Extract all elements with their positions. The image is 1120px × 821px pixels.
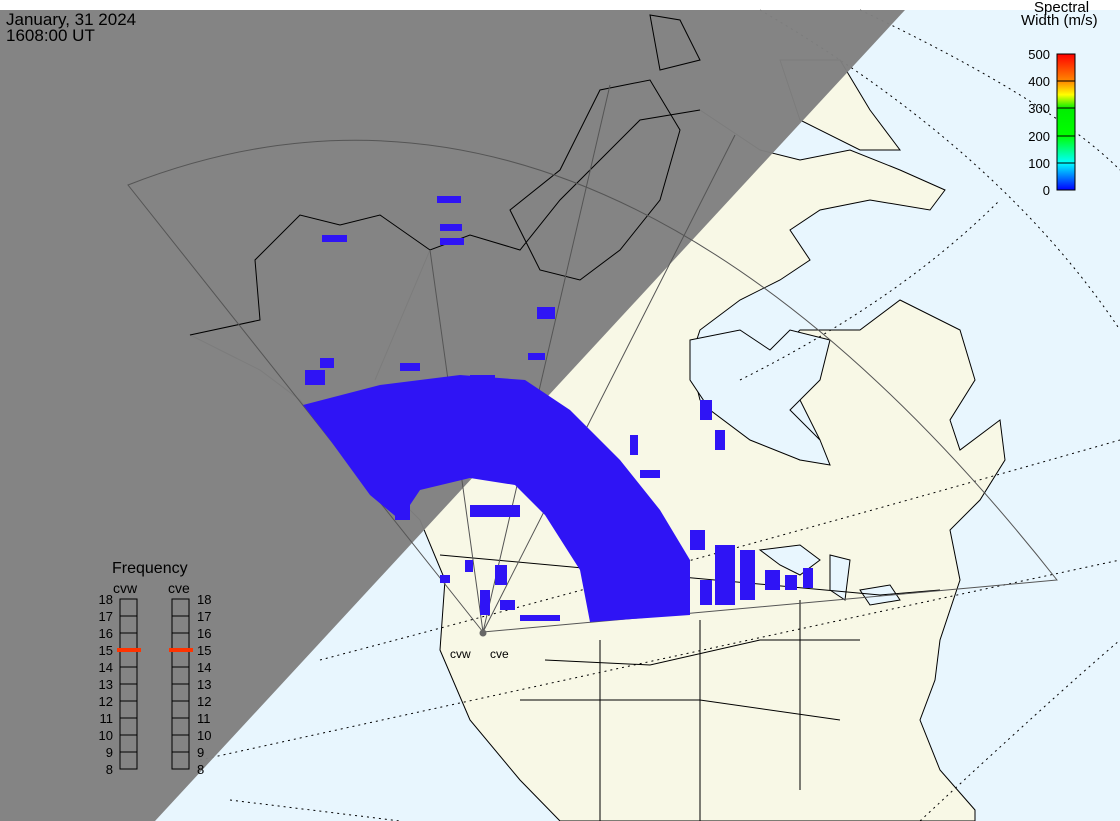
colorbar-tick: 400 bbox=[1028, 74, 1050, 90]
colorbar-title-2: Width (m/s) bbox=[1021, 12, 1098, 29]
frequency-tick-left: 13 bbox=[98, 677, 113, 692]
frequency-tick-right: 16 bbox=[197, 626, 212, 641]
hudson-bay bbox=[689, 329, 831, 466]
frequency-marker-cve bbox=[169, 648, 193, 652]
radar-label-cve: cve bbox=[490, 647, 509, 661]
frequency-tick-right: 10 bbox=[197, 728, 212, 743]
colorbar-tick: 0 bbox=[1042, 183, 1050, 198]
grid-lines bbox=[199, 9, 1120, 821]
colorbar-tick: 500 bbox=[1028, 47, 1050, 62]
radar-label-cvw: cvw bbox=[450, 647, 471, 661]
colorbar-tick: 300 bbox=[1028, 101, 1050, 117]
frequency-tick-right: 13 bbox=[197, 677, 212, 692]
frequency-tick-left: 15 bbox=[98, 643, 113, 658]
frequency-tick-right: 17 bbox=[197, 609, 212, 624]
frequency-tick-right: 11 bbox=[197, 711, 211, 726]
frequency-tick-right: 18 bbox=[197, 592, 212, 607]
scatter-data bbox=[303, 196, 813, 622]
colorbar-tick: 100 bbox=[1028, 155, 1050, 171]
colorbar bbox=[1056, 53, 1076, 191]
frequency-tick-left: 9 bbox=[105, 745, 113, 760]
date-label: January, 31 2024 bbox=[6, 10, 137, 29]
colorbar-tick: 200 bbox=[1028, 128, 1050, 144]
frequency-tick-left: 14 bbox=[98, 660, 113, 675]
frequency-tick-left: 10 bbox=[98, 728, 113, 743]
great-lakes bbox=[758, 544, 901, 606]
frequency-tick-left: 12 bbox=[98, 694, 113, 709]
frequency-radar-cve: cve bbox=[168, 580, 190, 596]
frequency-marker-cvw bbox=[117, 648, 141, 652]
frequency-tick-right: 15 bbox=[197, 643, 212, 658]
frequency-tick-left: 8 bbox=[105, 762, 113, 777]
frequency-tick-right: 9 bbox=[197, 745, 205, 760]
radar-site-marker bbox=[479, 629, 487, 637]
frequency-tick-left: 17 bbox=[98, 609, 113, 624]
scatter-band bbox=[303, 375, 690, 622]
frequency-tick-left: 16 bbox=[98, 626, 113, 641]
frequency-tick-right: 14 bbox=[197, 660, 212, 675]
frequency-radar-cvw: cvw bbox=[113, 580, 138, 596]
frequency-tick-right: 12 bbox=[197, 694, 212, 709]
frequency-title: Frequency bbox=[112, 560, 188, 577]
time-label: 1608:00 UT bbox=[6, 26, 95, 45]
colorbar-title-1: Spectral bbox=[1034, 0, 1090, 16]
frequency-tick-left: 18 bbox=[98, 592, 113, 607]
frequency-bars bbox=[119, 598, 190, 770]
frequency-tick-right: 8 bbox=[197, 762, 205, 777]
frequency-tick-left: 11 bbox=[99, 711, 114, 726]
